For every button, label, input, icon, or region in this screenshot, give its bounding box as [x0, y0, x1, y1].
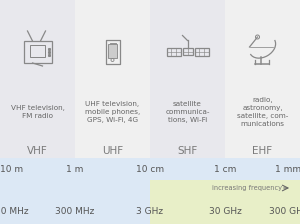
Text: 10 cm: 10 cm [136, 164, 164, 174]
Bar [167, 48, 181, 56]
Text: satellite
communica-
tions, Wi-Fi: satellite communica- tions, Wi-Fi [165, 101, 210, 123]
Bar [150, 0, 225, 158]
Text: 1 mm: 1 mm [275, 164, 300, 174]
Bar [0, 0, 75, 158]
Text: 300 MHz: 300 MHz [55, 207, 95, 217]
Text: increasing frequency: increasing frequency [212, 185, 282, 191]
Text: 3 GHz: 3 GHz [136, 207, 164, 217]
Bar [30, 45, 45, 57]
Bar [194, 48, 208, 56]
Bar [23, 41, 52, 63]
Bar [150, 180, 300, 224]
Bar [108, 44, 117, 58]
Text: 10 m: 10 m [0, 164, 24, 174]
Bar [182, 49, 193, 56]
Text: radio,
astronomy,
satellite, com-
munications: radio, astronomy, satellite, com- munica… [237, 97, 288, 127]
Text: UHF television,
mobile phones,
GPS, Wi-Fi, 4G: UHF television, mobile phones, GPS, Wi-F… [85, 101, 140, 123]
Text: EHF: EHF [252, 146, 273, 156]
Text: VHF television,
FM radio: VHF television, FM radio [11, 105, 64, 119]
Text: 300 GHz: 300 GHz [269, 207, 300, 217]
Text: SHF: SHF [177, 146, 198, 156]
Text: 1 cm: 1 cm [214, 164, 236, 174]
Bar [106, 40, 119, 64]
Text: 30 GHz: 30 GHz [208, 207, 242, 217]
Bar [225, 0, 300, 158]
Text: 30 MHz: 30 MHz [0, 207, 29, 217]
Text: UHF: UHF [102, 146, 123, 156]
Bar [0, 158, 300, 224]
Text: 1 m: 1 m [66, 164, 84, 174]
Bar [75, 0, 150, 158]
Text: VHF: VHF [27, 146, 48, 156]
